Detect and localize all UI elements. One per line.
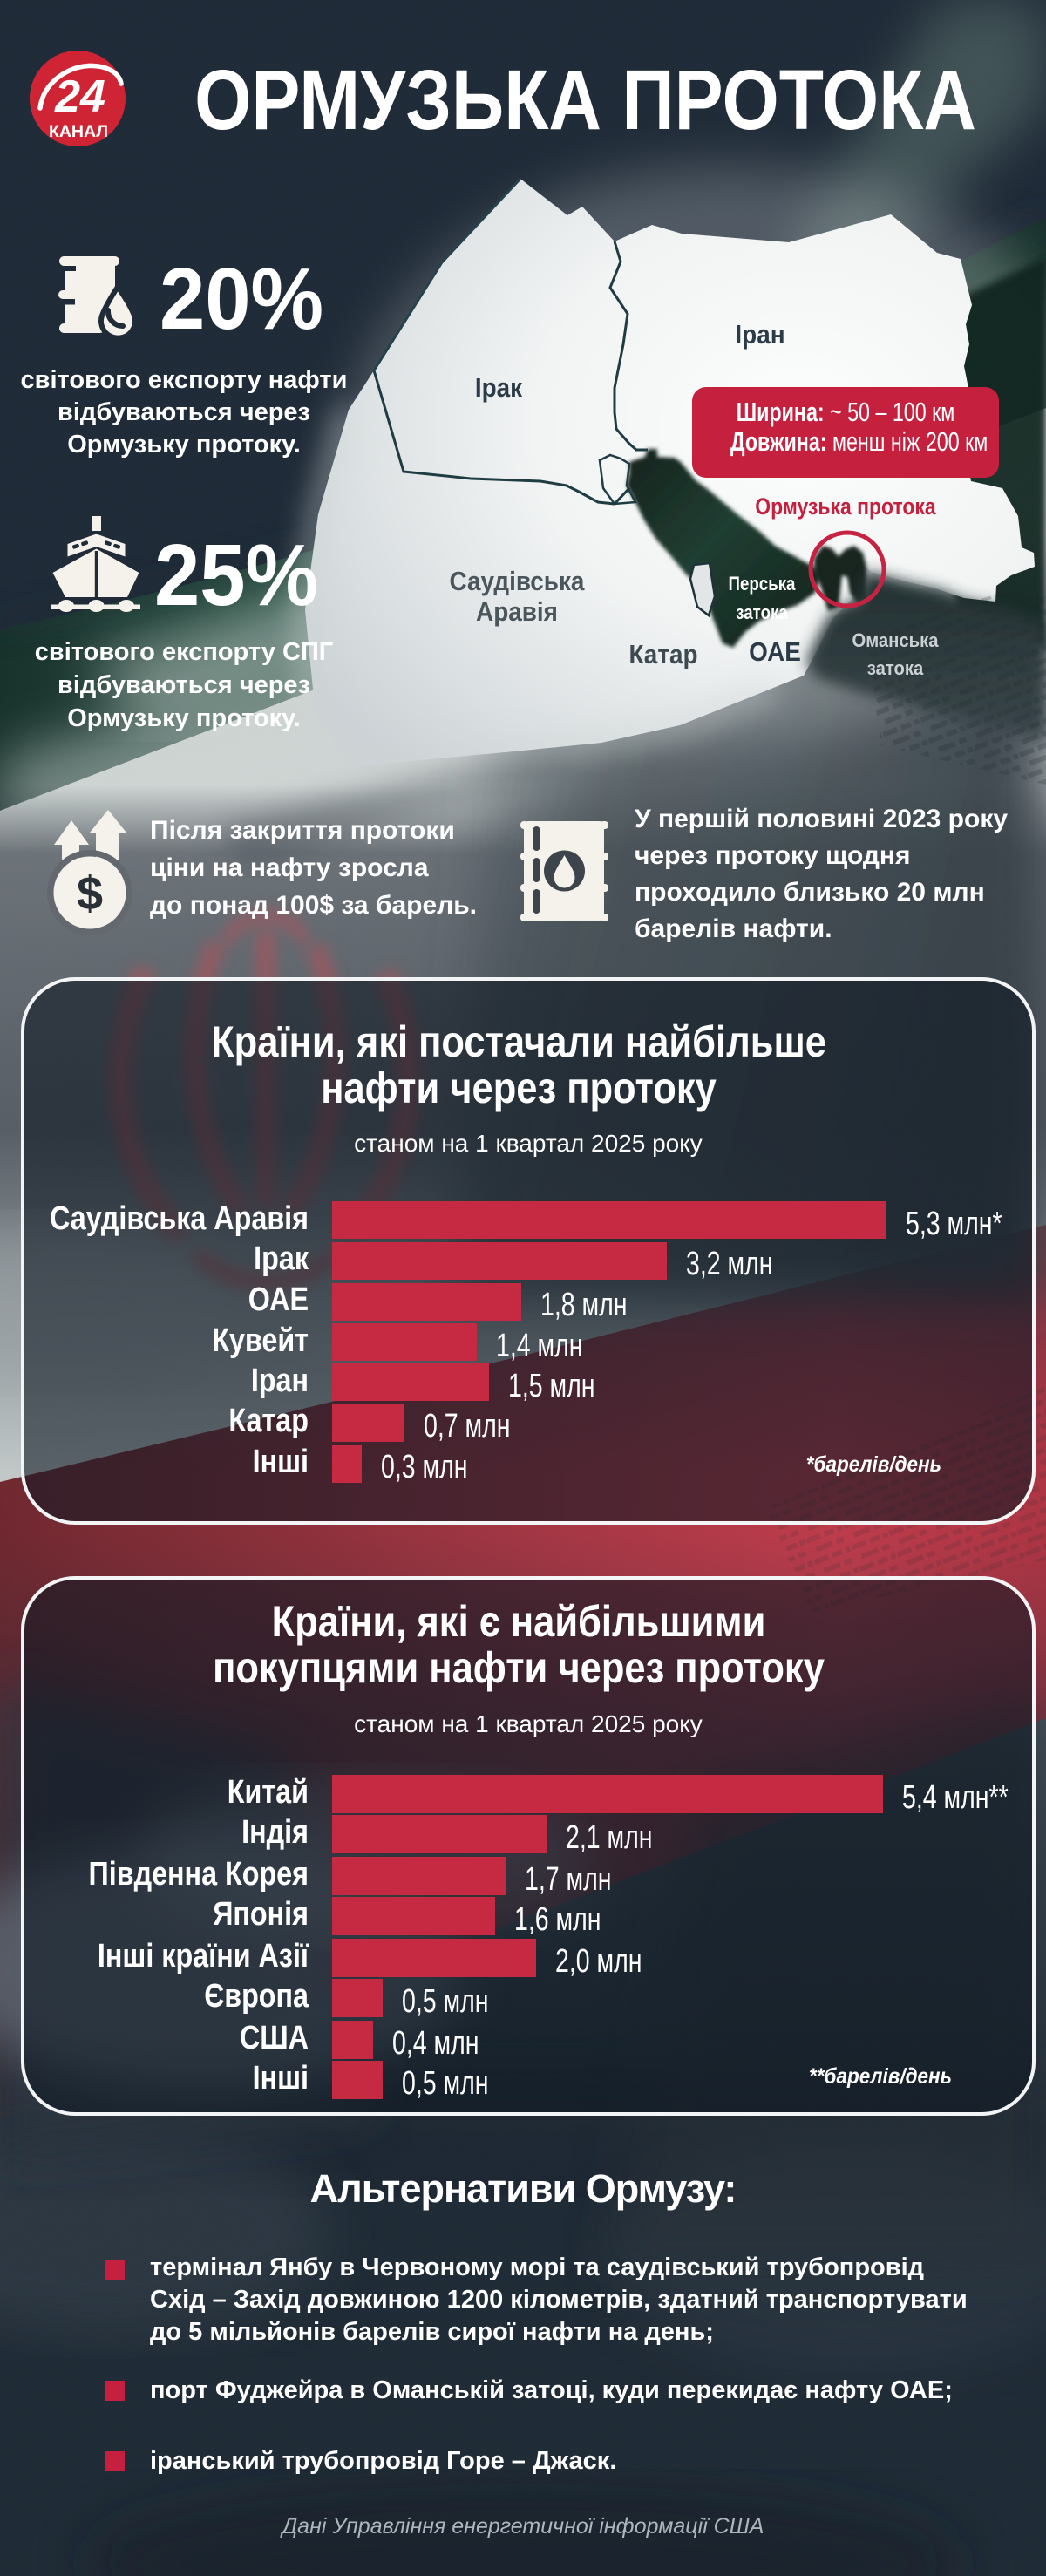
svg-text:24: 24: [54, 71, 105, 122]
svg-text:КАНАЛ: КАНАЛ: [49, 122, 108, 141]
